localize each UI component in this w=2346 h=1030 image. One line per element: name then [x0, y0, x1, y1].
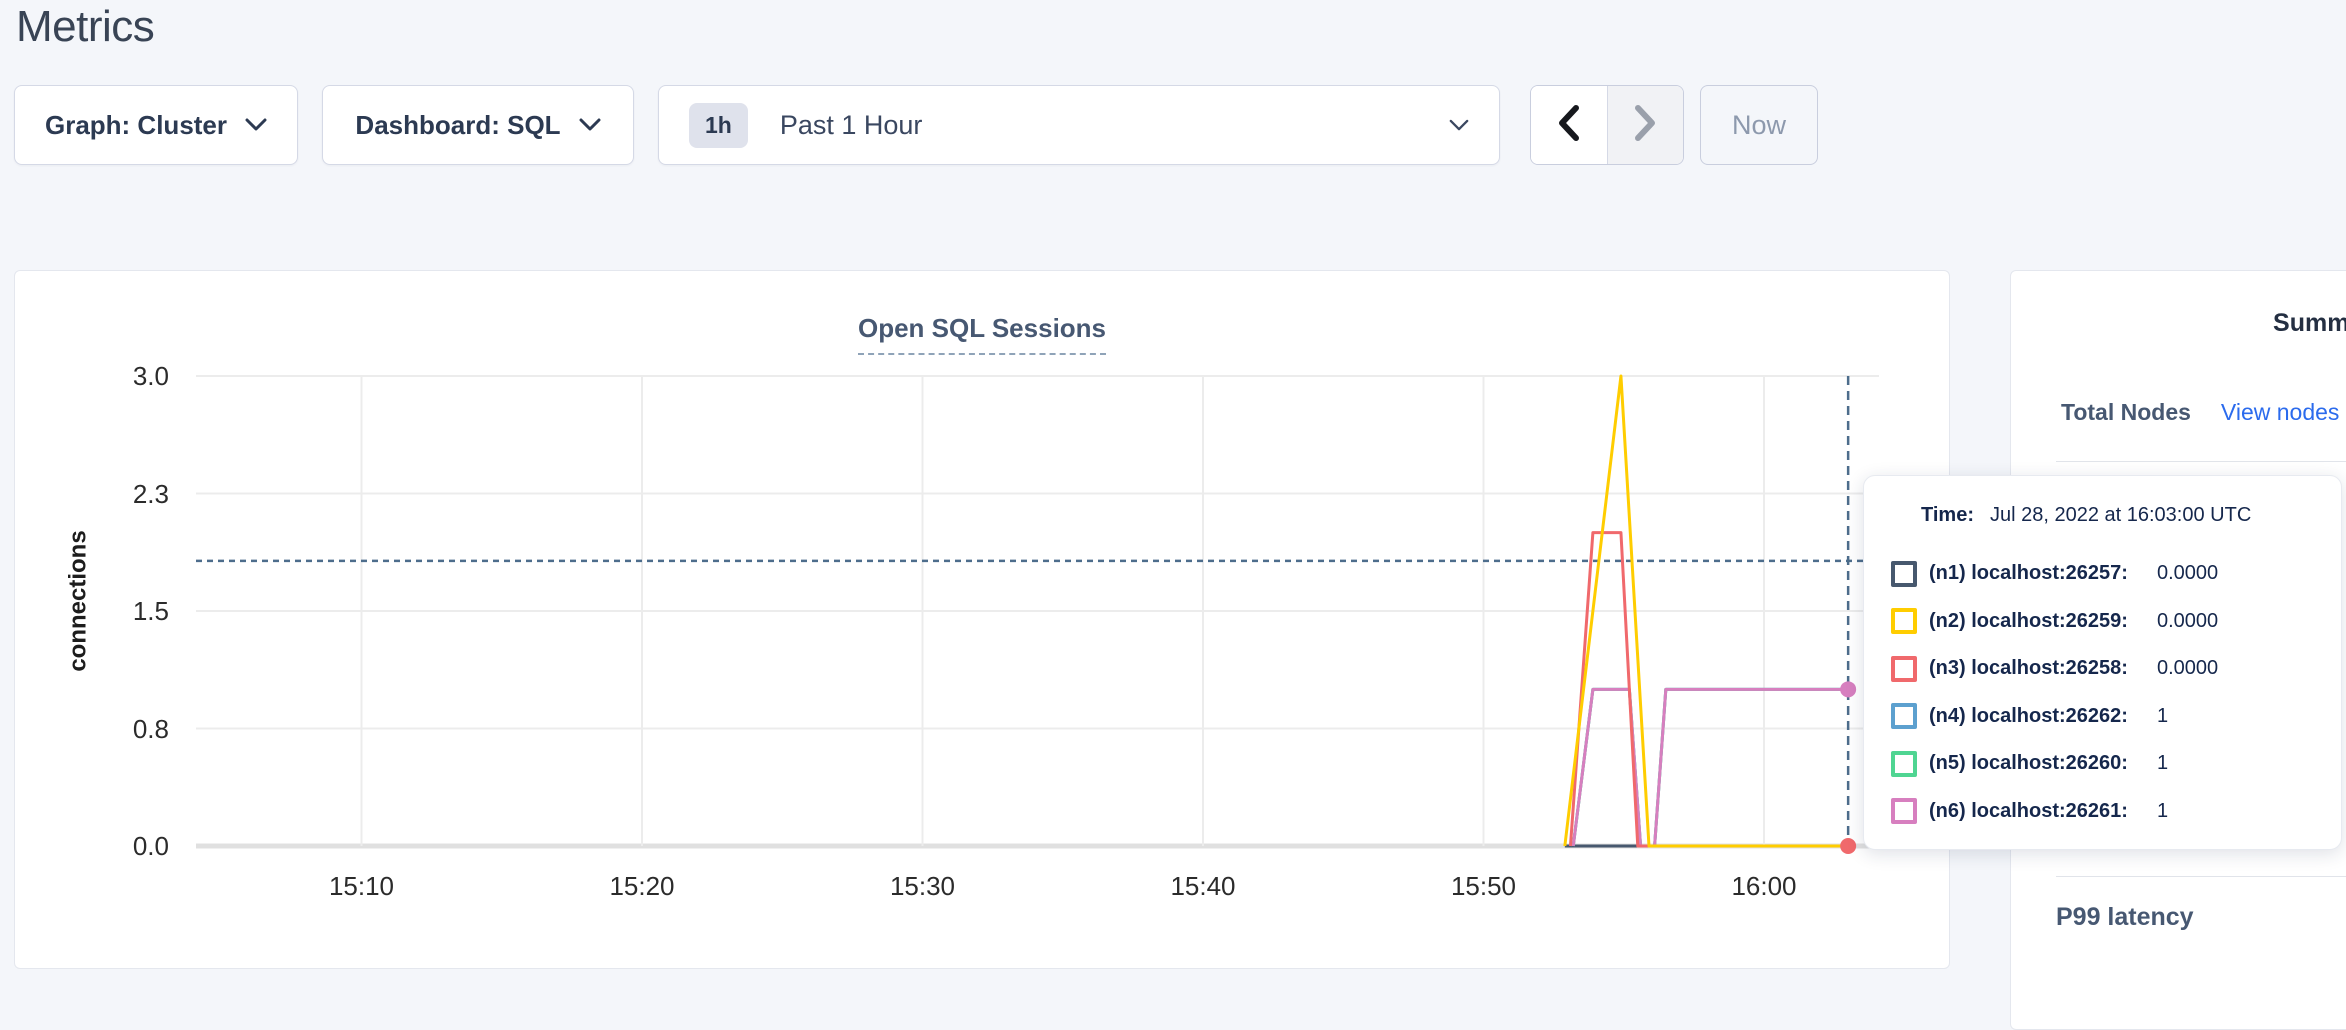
sessions-chart-svg[interactable]	[196, 374, 1879, 854]
next-range-button[interactable]	[1607, 86, 1683, 164]
time-window-dropdown[interactable]: 1h Past 1 Hour	[658, 85, 1500, 165]
summary-heading: Summary	[2273, 309, 2346, 337]
sidebar-divider	[2056, 461, 2346, 462]
series-endpoint-dot	[1840, 681, 1857, 698]
p99-latency-label: P99 latency	[2056, 903, 2194, 931]
series-line	[1563, 374, 1849, 848]
series-line	[1571, 687, 1849, 848]
series-endpoint-dot	[1840, 838, 1857, 854]
chevron-down-icon	[579, 118, 601, 132]
now-button[interactable]: Now	[1700, 85, 1818, 165]
x-tick-label: 15:20	[609, 871, 675, 901]
page-title: Metrics	[16, 2, 155, 51]
x-tick-label: 15:40	[1170, 871, 1236, 901]
x-tick-label: 15:30	[889, 871, 956, 901]
graph-dropdown[interactable]: Graph: Cluster	[14, 85, 298, 165]
y-tick-label: 0.0	[132, 831, 169, 861]
y-tick-label: 3.0	[132, 361, 169, 391]
time-range-arrows	[1530, 85, 1684, 165]
chevron-right-icon	[1633, 104, 1657, 146]
y-tick-label: 1.5	[132, 596, 169, 626]
series-line	[1571, 687, 1849, 848]
summary-sidebar: Summary Total Nodes View nodes P99 laten…	[2010, 270, 2346, 1030]
chart-title[interactable]: Open SQL Sessions	[857, 313, 1107, 355]
graph-dropdown-label: Graph: Cluster	[44, 109, 228, 140]
y-tick-label: 2.3	[132, 478, 169, 509]
dashboard-dropdown-label: Dashboard: SQL	[355, 109, 561, 140]
prev-range-button[interactable]	[1531, 86, 1608, 164]
total-nodes-label: Total Nodes	[2061, 399, 2191, 425]
chevron-down-icon	[1449, 119, 1469, 132]
x-tick-label: 15:50	[1450, 871, 1517, 901]
y-tick-label: 0.8	[132, 713, 169, 744]
dashboard-dropdown[interactable]: Dashboard: SQL	[322, 85, 634, 165]
metrics-chart-card: Open SQL Sessions connections 0.0 0.8 1.5 2…	[14, 270, 1950, 969]
view-nodes-link[interactable]: View nodes	[2220, 399, 2340, 425]
series-line	[1571, 687, 1849, 848]
time-window-badge: 1h	[689, 102, 748, 148]
total-nodes-row: Total Nodes View nodes	[2061, 399, 2339, 426]
chevron-left-icon	[1557, 104, 1581, 146]
x-tick-label: 15:10	[328, 871, 395, 901]
time-window-label: Past 1 Hour	[779, 109, 923, 140]
x-tick-label: 16:00	[1731, 871, 1797, 901]
sidebar-divider	[2056, 876, 2346, 877]
chevron-down-icon	[245, 118, 267, 132]
